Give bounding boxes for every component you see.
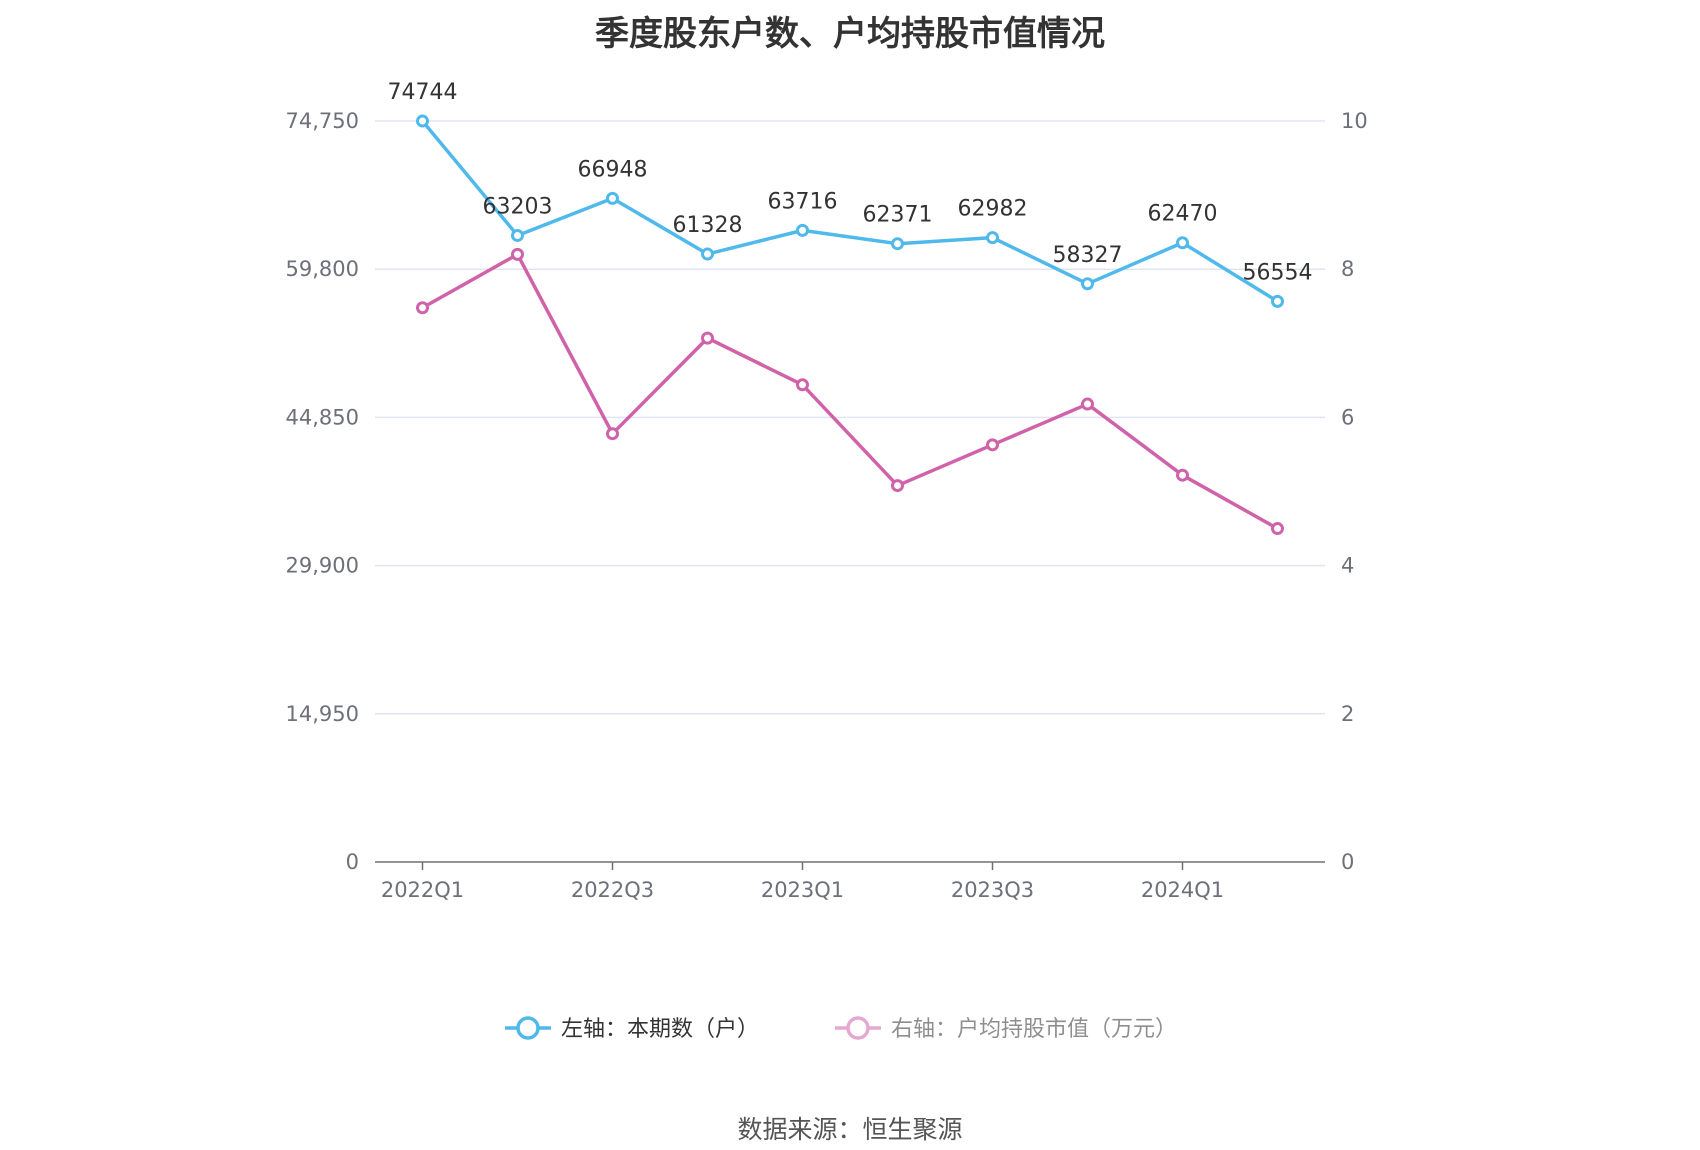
y-left-tick-label: 29,900 xyxy=(286,554,359,578)
axes: 0 0 14,950 2 29,900 4 44,850 6 59,800 8 74,750 10 20… xyxy=(286,109,1368,902)
data-point[interactable] xyxy=(606,427,619,441)
data-point[interactable] xyxy=(986,231,999,245)
data-label: 63716 xyxy=(768,189,838,214)
data-label: 56554 xyxy=(1243,260,1313,285)
data-labels: 74744 63203 66948 61328 63716 62371 62982 58327… xyxy=(388,80,1313,285)
legend-label: 右轴：户均持股市值（万元） xyxy=(891,1017,1177,1042)
y-left-tick-label: 44,850 xyxy=(286,405,359,429)
y-right-tick-label: 10 xyxy=(1341,109,1368,133)
y-right-tick-label: 4 xyxy=(1341,554,1354,578)
y-right-tick-label: 0 xyxy=(1341,850,1354,874)
y-right-tick-label: 2 xyxy=(1341,702,1354,726)
y-right-tick-label: 8 xyxy=(1341,257,1354,281)
data-point[interactable] xyxy=(701,331,714,345)
series-lines xyxy=(416,114,1284,536)
legend-circle-icon xyxy=(846,1016,870,1040)
data-point[interactable] xyxy=(511,228,524,242)
chart-title: 季度股东户数、户均持股市值情况 xyxy=(595,14,1105,54)
y-left-tick-label: 59,800 xyxy=(286,257,359,281)
data-point[interactable] xyxy=(1271,522,1284,536)
y-left-tick-label: 14,950 xyxy=(286,702,359,726)
legend[interactable]: 左轴：本期数（户） 右轴：户均持股市值（万元） xyxy=(505,1016,1177,1042)
series-line-shareholders xyxy=(421,119,1279,303)
data-source: 数据来源：恒生聚源 xyxy=(737,1115,963,1144)
data-label: 58327 xyxy=(1053,243,1123,268)
data-point[interactable] xyxy=(1176,468,1189,482)
data-label: 62371 xyxy=(863,203,933,228)
data-point[interactable] xyxy=(701,247,714,261)
x-tick-label: 2022Q1 xyxy=(381,878,464,902)
x-tick-label: 2023Q3 xyxy=(951,878,1034,902)
data-point[interactable] xyxy=(606,191,619,205)
data-point[interactable] xyxy=(891,479,904,493)
data-label: 66948 xyxy=(578,157,648,182)
x-tick-label: 2023Q1 xyxy=(761,878,844,902)
data-point[interactable] xyxy=(796,378,809,392)
data-label: 74744 xyxy=(388,80,458,105)
data-label: 62470 xyxy=(1148,202,1218,227)
data-point[interactable] xyxy=(796,223,809,237)
legend-item-market-value[interactable]: 右轴：户均持股市值（万元） xyxy=(835,1016,1177,1042)
legend-label: 左轴：本期数（户） xyxy=(561,1017,759,1042)
data-point[interactable] xyxy=(891,237,904,251)
data-label: 62982 xyxy=(958,197,1028,222)
data-point[interactable] xyxy=(511,247,524,261)
data-point[interactable] xyxy=(986,438,999,452)
data-point[interactable] xyxy=(416,301,429,315)
data-point[interactable] xyxy=(1081,397,1094,411)
y-right-tick-label: 6 xyxy=(1341,405,1354,429)
data-point[interactable] xyxy=(1271,294,1284,308)
series-line-market-value xyxy=(421,252,1279,531)
y-left-tick-label: 74,750 xyxy=(286,109,359,133)
data-point[interactable] xyxy=(416,114,429,128)
data-label: 63203 xyxy=(483,194,553,219)
legend-circle-icon xyxy=(516,1016,540,1040)
legend-item-shareholders[interactable]: 左轴：本期数（户） xyxy=(505,1016,759,1042)
data-point[interactable] xyxy=(1176,236,1189,250)
data-label: 61328 xyxy=(673,213,743,238)
y-left-tick-label: 0 xyxy=(346,850,359,874)
x-tick-label: 2024Q1 xyxy=(1141,878,1224,902)
x-tick-label: 2022Q3 xyxy=(571,878,654,902)
grid-lines xyxy=(375,120,1325,715)
data-point[interactable] xyxy=(1081,277,1094,291)
